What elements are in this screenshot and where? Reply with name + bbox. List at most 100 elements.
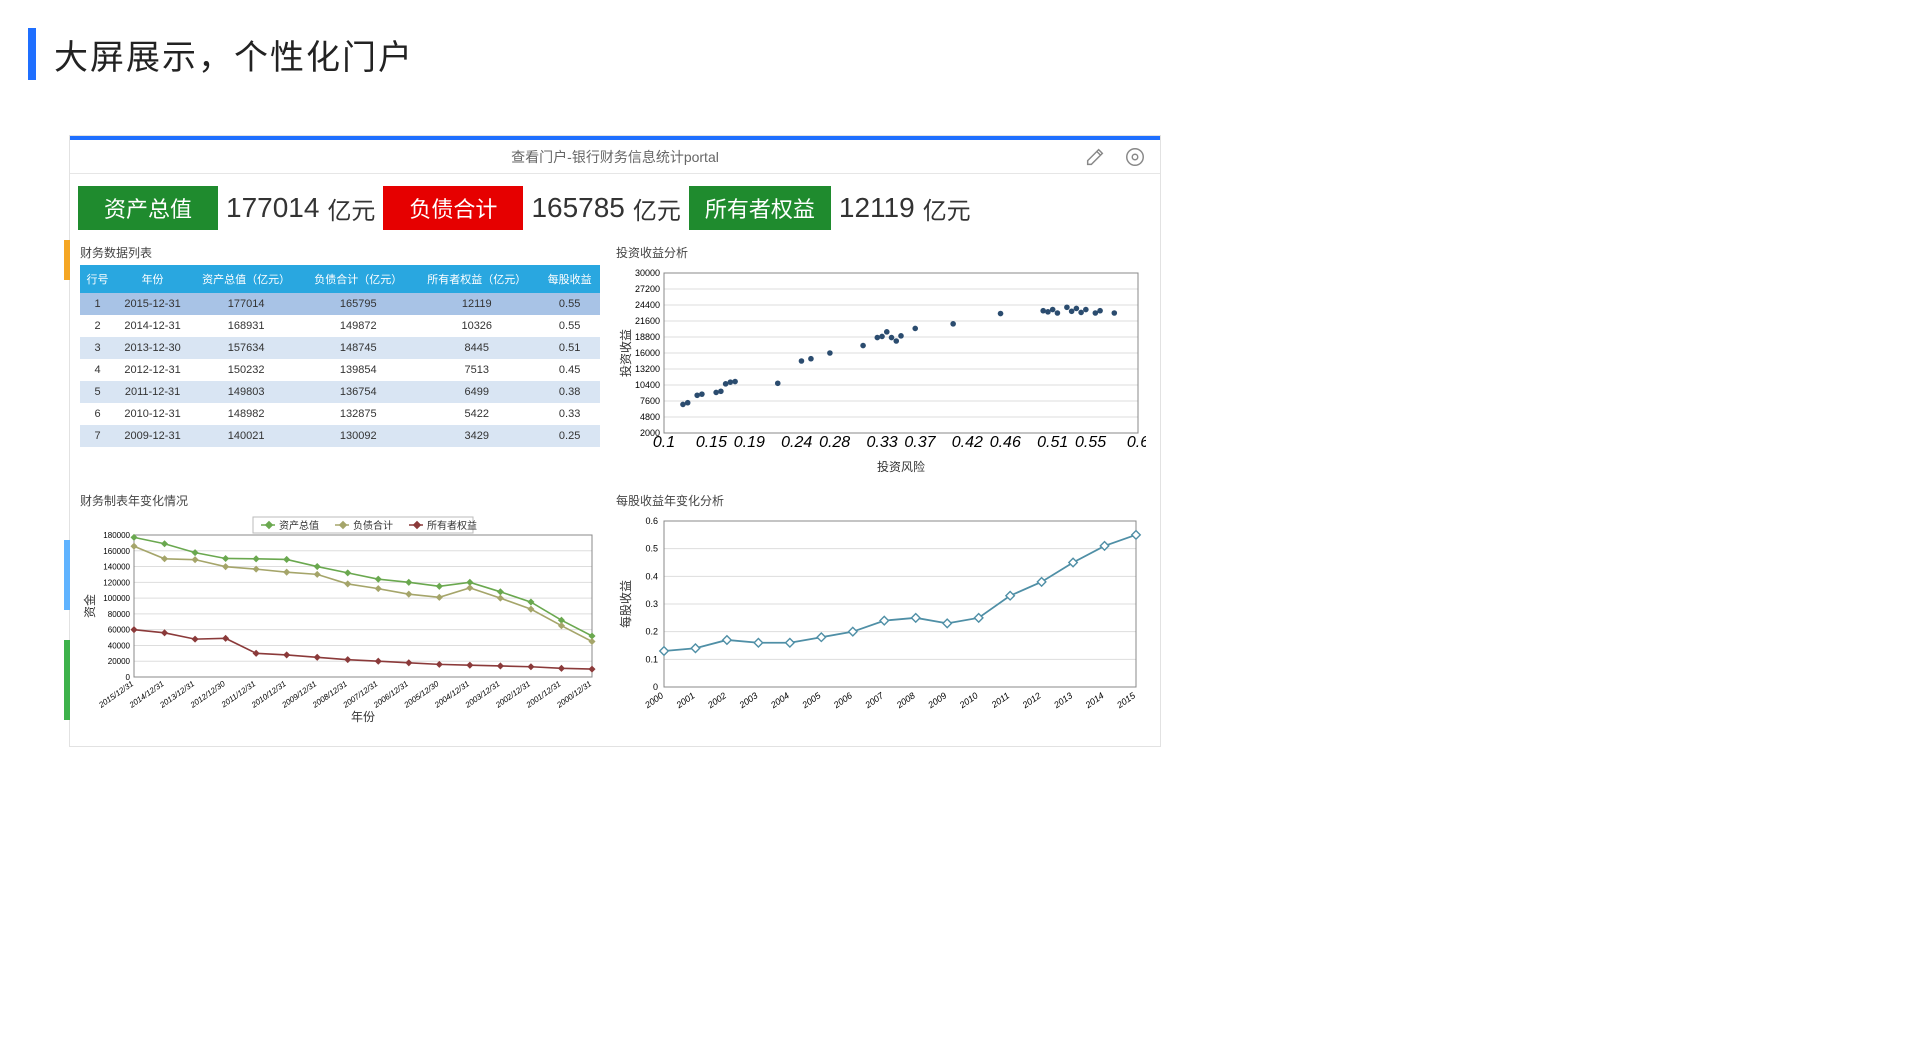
table-cell: 0.33 — [539, 403, 600, 425]
table-cell: 2012-12-31 — [115, 359, 190, 381]
svg-text:160000: 160000 — [103, 547, 130, 556]
svg-text:40000: 40000 — [108, 641, 131, 650]
svg-text:0.5: 0.5 — [645, 544, 658, 554]
svg-text:100000: 100000 — [103, 594, 130, 603]
svg-text:年份: 年份 — [351, 710, 375, 723]
table-cell: 4 — [80, 359, 115, 381]
svg-text:0.2: 0.2 — [645, 627, 658, 637]
kpi-label: 资产总值 — [78, 186, 218, 230]
table-col-header: 行号 — [80, 265, 115, 293]
panel-scatter: 投资收益分析 200048007600104001320016000188002… — [616, 244, 1156, 484]
table-cell: 150232 — [190, 359, 302, 381]
table-cell: 139854 — [302, 359, 414, 381]
svg-text:每股收益: 每股收益 — [618, 580, 633, 628]
window-side-stripe — [64, 200, 70, 720]
svg-text:27200: 27200 — [635, 284, 660, 294]
svg-text:2011: 2011 — [989, 690, 1011, 710]
table-cell: 148745 — [302, 337, 414, 359]
svg-text:140000: 140000 — [103, 563, 130, 572]
dashboard-window: 查看门户-银行财务信息统计portal 资产总值177014亿元负债合计1657… — [70, 136, 1160, 746]
svg-text:所有者权益: 所有者权益 — [427, 519, 477, 532]
table-row[interactable]: 22014-12-31168931149872103260.55 — [80, 315, 600, 337]
svg-text:0.4: 0.4 — [645, 571, 658, 581]
svg-text:16000: 16000 — [635, 348, 660, 358]
panel-multiline: 财务制表年变化情况 020000400006000080000100000120… — [80, 492, 600, 732]
stripe-green — [64, 640, 70, 720]
table-cell: 0.51 — [539, 337, 600, 359]
table-cell: 2010-12-31 — [115, 403, 190, 425]
svg-text:2001: 2001 — [674, 690, 697, 710]
table-cell: 2013-12-30 — [115, 337, 190, 359]
svg-text:0.51: 0.51 — [1037, 434, 1068, 451]
table-cell: 5 — [80, 381, 115, 403]
table-cell: 130092 — [302, 425, 414, 447]
table-cell: 0.38 — [539, 381, 600, 403]
svg-text:24400: 24400 — [635, 300, 660, 310]
table-cell: 10326 — [414, 315, 539, 337]
svg-text:4800: 4800 — [640, 412, 660, 422]
svg-text:2015: 2015 — [1114, 690, 1138, 711]
table-cell: 6499 — [414, 381, 539, 403]
scatter-title: 投资收益分析 — [616, 244, 1156, 261]
stripe-blue — [64, 540, 70, 610]
svg-text:180000: 180000 — [103, 531, 130, 540]
svg-text:0: 0 — [653, 682, 658, 692]
svg-text:0.37: 0.37 — [904, 434, 936, 451]
slide-title-accent — [28, 28, 36, 80]
svg-text:负债合计: 负债合计 — [353, 519, 393, 532]
svg-text:2012: 2012 — [1020, 690, 1043, 710]
table-row[interactable]: 62010-12-3114898213287554220.33 — [80, 403, 600, 425]
multiline-chart: 0200004000060000800001000001200001400001… — [80, 513, 600, 723]
kpi-item: 负债合计165785亿元 — [383, 186, 680, 230]
svg-text:30000: 30000 — [635, 268, 660, 278]
table-cell: 5422 — [414, 403, 539, 425]
svg-text:0.28: 0.28 — [819, 434, 850, 451]
table-cell: 2014-12-31 — [115, 315, 190, 337]
svg-text:2000: 2000 — [642, 690, 665, 710]
svg-text:0.3: 0.3 — [645, 599, 658, 609]
svg-text:0.19: 0.19 — [734, 434, 765, 451]
table-cell: 2 — [80, 315, 115, 337]
table-cell: 177014 — [190, 293, 302, 315]
table-cell: 149803 — [190, 381, 302, 403]
svg-text:2013: 2013 — [1051, 690, 1074, 710]
svg-text:0.46: 0.46 — [990, 434, 1021, 451]
kpi-label: 所有者权益 — [689, 186, 831, 230]
svg-text:投资收益: 投资收益 — [618, 329, 633, 377]
scatter-chart: 2000480076001040013200160001880021600244… — [616, 265, 1146, 475]
table-row[interactable]: 72009-12-3114002113009234290.25 — [80, 425, 600, 447]
table-row[interactable]: 12015-12-31177014165795121190.55 — [80, 293, 600, 315]
table-row[interactable]: 42012-12-3115023213985475130.45 — [80, 359, 600, 381]
svg-text:0.24: 0.24 — [781, 434, 812, 451]
table-row[interactable]: 32013-12-3015763414874584450.51 — [80, 337, 600, 359]
eps-title: 每股收益年变化分析 — [616, 492, 1156, 509]
window-titlebar: 查看门户-银行财务信息统计portal — [70, 140, 1160, 174]
table-cell: 0.25 — [539, 425, 600, 447]
table-cell: 1 — [80, 293, 115, 315]
edit-icon[interactable] — [1084, 146, 1106, 173]
svg-text:2008: 2008 — [894, 690, 917, 710]
svg-text:2009: 2009 — [925, 690, 948, 710]
table-col-header: 负债合计（亿元） — [302, 265, 414, 293]
table-row[interactable]: 52011-12-3114980313675464990.38 — [80, 381, 600, 403]
table-cell: 140021 — [190, 425, 302, 447]
svg-text:20000: 20000 — [108, 657, 131, 666]
table-title: 财务数据列表 — [80, 244, 600, 261]
svg-text:10400: 10400 — [635, 380, 660, 390]
table-cell: 3429 — [414, 425, 539, 447]
kpi-unit: 亿元 — [633, 191, 681, 226]
table-col-header: 资产总值（亿元） — [190, 265, 302, 293]
svg-text:2003: 2003 — [737, 690, 760, 710]
table-cell: 136754 — [302, 381, 414, 403]
target-icon[interactable] — [1124, 146, 1146, 173]
svg-text:80000: 80000 — [108, 610, 131, 619]
slide-title-block: 大屏展示，个性化门户 — [28, 28, 414, 80]
svg-text:0.6: 0.6 — [1127, 434, 1146, 451]
svg-text:投资风险: 投资风险 — [877, 459, 925, 474]
table-cell: 2015-12-31 — [115, 293, 190, 315]
kpi-unit: 亿元 — [923, 191, 971, 226]
table-header-row: 行号年份资产总值（亿元）负债合计（亿元）所有者权益（亿元）每股收益 — [80, 265, 600, 293]
svg-text:2004: 2004 — [768, 690, 791, 710]
panel-eps: 每股收益年变化分析 00.10.20.30.40.50.620002001200… — [616, 492, 1156, 732]
svg-text:60000: 60000 — [108, 626, 131, 635]
